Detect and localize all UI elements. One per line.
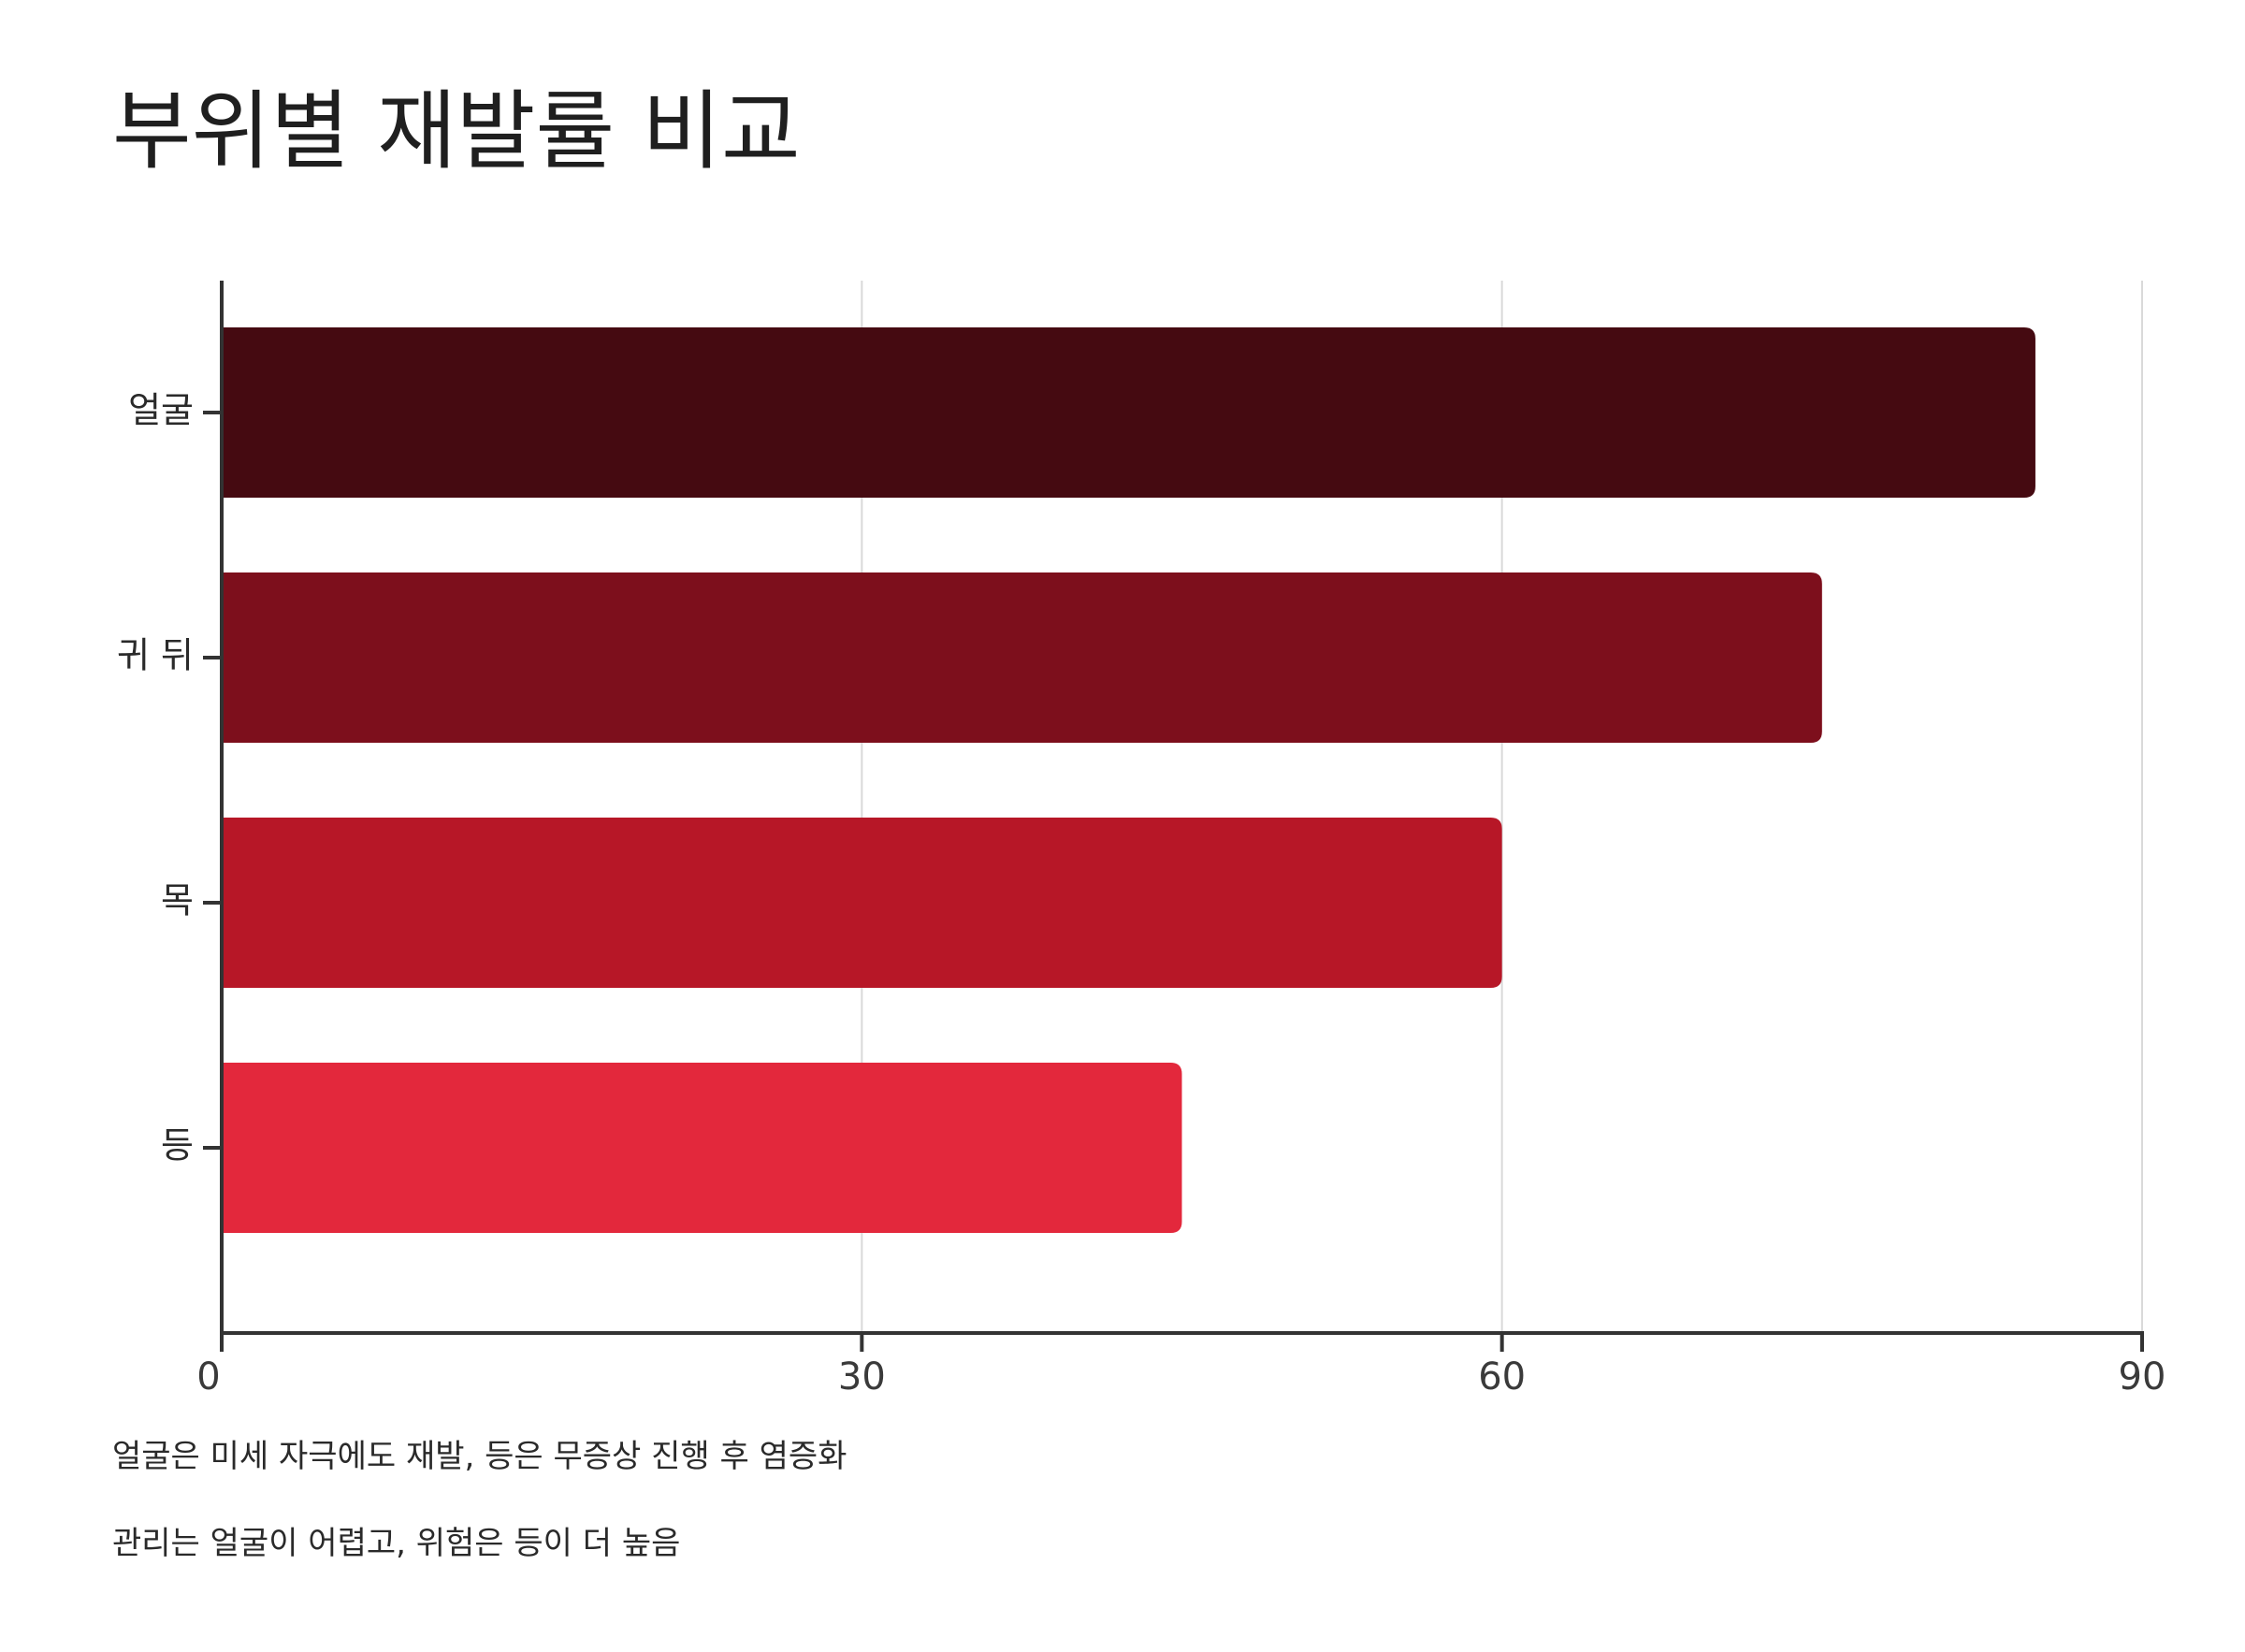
bar-2	[222, 818, 1502, 988]
annotation-note-1: 얼굴은 미세 자극에도 재발, 등은 무증상 진행 후 염증화	[112, 1438, 847, 1475]
bar-0	[222, 327, 2035, 498]
x-tick-label-0: 0	[196, 1355, 220, 1398]
annotation-note-2: 관리는 얼굴이 어렵고, 위험은 등이 더 높음	[112, 1525, 681, 1562]
y-tick-label-0: 얼굴	[128, 390, 194, 431]
y-tick-label-3: 등	[161, 1125, 194, 1167]
bar-3	[222, 1063, 1182, 1233]
x-tick-label-60: 60	[1478, 1355, 1526, 1398]
y-tick-label-1: 귀 뒤	[117, 635, 194, 676]
y-tick-label-2: 목	[161, 880, 194, 921]
axes	[203, 281, 2144, 1352]
chart-title: 부위별 재발률 비교	[112, 81, 801, 181]
axis-labels: 얼굴귀 뒤목등 0 30 60 90	[117, 390, 2165, 1399]
x-tick-label-30: 30	[838, 1355, 886, 1398]
bar-1	[222, 572, 1822, 743]
x-tick-label-90: 90	[2119, 1355, 2166, 1398]
bars	[222, 327, 2035, 1233]
